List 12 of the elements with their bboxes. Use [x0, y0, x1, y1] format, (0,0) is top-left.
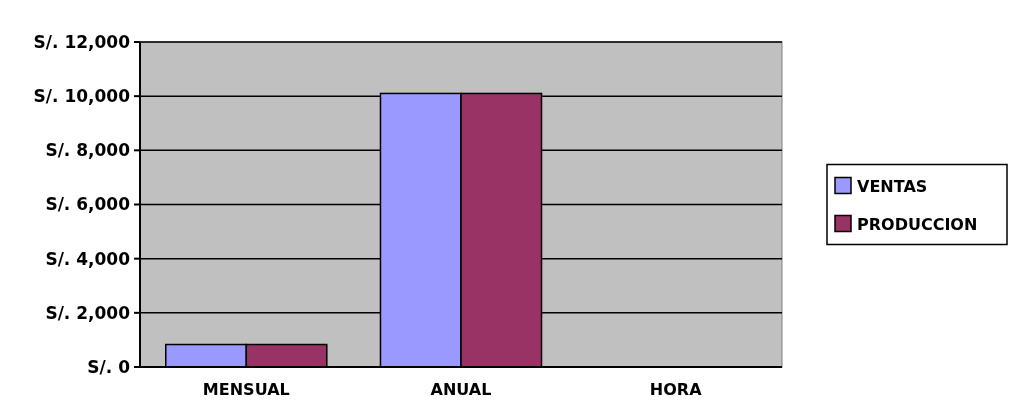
x-tick-label: MENSUAL — [202, 380, 290, 399]
x-tick-label: ANUAL — [430, 380, 492, 399]
y-tick-label: S/. 0 — [87, 356, 131, 377]
legend-label: VENTAS — [857, 177, 928, 197]
y-tick-label: S/. 12,000 — [33, 31, 131, 52]
legend-label: PRODUCCION — [857, 215, 978, 235]
y-tick-label: S/. 6,000 — [45, 194, 131, 215]
y-tick-label: S/. 2,000 — [45, 302, 131, 323]
y-tick-label: S/. 8,000 — [45, 140, 131, 161]
x-tick-label: HORA — [649, 380, 703, 399]
y-tick-label: S/. 10,000 — [33, 86, 131, 107]
y-tick-label: S/. 4,000 — [45, 248, 131, 269]
